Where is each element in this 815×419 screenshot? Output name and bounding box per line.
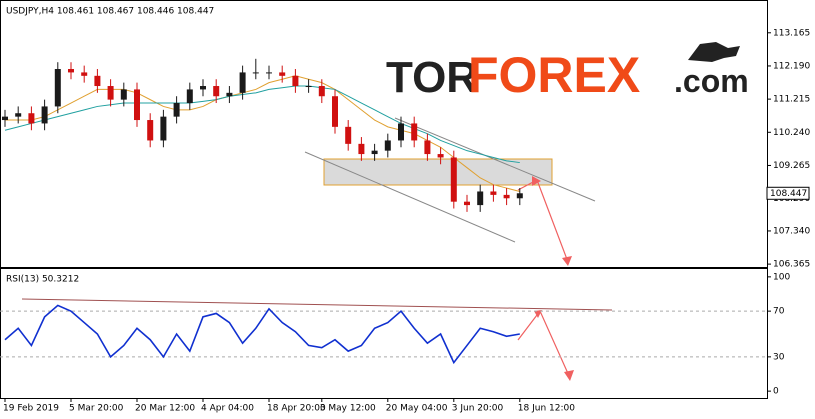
- candle-body: [358, 143, 365, 155]
- candle-body: [384, 140, 391, 151]
- x-tick-label: 5 Mar 20:00: [69, 404, 124, 414]
- forecast-arrow: [517, 309, 571, 379]
- x-tick-label: 20 Mar 12:00: [135, 404, 195, 414]
- candle-body: [332, 96, 338, 127]
- candle-body: [239, 72, 246, 93]
- candle-body: [292, 75, 299, 87]
- candle-body: [120, 89, 127, 100]
- candle-body: [226, 92, 233, 97]
- candle-body: [345, 126, 352, 144]
- arrow-head: [532, 176, 572, 266]
- x-tick-label: 4 Apr 04:00: [201, 404, 254, 414]
- y-tick-label: 100: [773, 272, 790, 282]
- candle-body: [2, 116, 8, 121]
- y-tick-label: 109.265: [773, 161, 810, 171]
- moving-average: [4, 85, 520, 164]
- chart-title: USDJPY,H4 108.461 108.467 108.446 108.44…: [6, 7, 214, 17]
- logo-forex: FOREX: [468, 47, 640, 103]
- channel-line: [304, 151, 516, 243]
- candle-body: [81, 72, 88, 76]
- candle-body: [28, 113, 35, 124]
- logo-com: .com: [674, 63, 749, 99]
- bull-icon: [688, 42, 740, 62]
- candle-body: [490, 191, 497, 195]
- candle-body: [54, 69, 61, 107]
- x-tick-label: 19 Feb 2019: [3, 404, 59, 414]
- candle-body: [213, 86, 220, 97]
- candle-body: [134, 89, 140, 121]
- x-tick-label: 18 Apr 20:00: [267, 404, 326, 414]
- candle-body: [173, 103, 180, 117]
- x-tick-label: 18 Jun 12:00: [518, 404, 575, 414]
- x-tick-label: 3 May 12:00: [320, 404, 376, 414]
- candle-body: [41, 106, 48, 124]
- logo: TOR FOREX .com: [386, 42, 749, 103]
- candle-body: [68, 69, 74, 73]
- y-tick-label: 107.340: [773, 226, 810, 236]
- candle-body: [94, 75, 101, 87]
- candle-body: [318, 86, 325, 97]
- y-tick-label: 70: [773, 307, 785, 317]
- candle-body: [398, 123, 404, 141]
- y-tick-label: 113.165: [773, 28, 810, 38]
- main-frame: [0, 0, 768, 268]
- rsi-trend-line: [21, 298, 613, 311]
- candle-body: [160, 116, 167, 141]
- x-tick-label: 20 May 04:00: [386, 404, 448, 414]
- candle-body: [516, 193, 523, 199]
- candle-body: [464, 201, 470, 206]
- forecast-arrow: [517, 179, 569, 263]
- candle-body: [450, 157, 457, 202]
- y-tick-label: 112.190: [773, 61, 810, 71]
- y-tick-label: 30: [773, 352, 785, 362]
- candle-body: [186, 89, 193, 104]
- candle-body: [279, 72, 286, 76]
- y-tick-label: 111.215: [773, 95, 810, 105]
- candle-body: [424, 140, 431, 155]
- candle-body: [371, 150, 378, 155]
- y-tick-label: 110.240: [773, 128, 810, 138]
- y-tick-label: 0: [773, 387, 779, 397]
- rsi-frame: [0, 268, 768, 399]
- y-tick-label: 106.365: [773, 260, 810, 270]
- candle-body: [266, 72, 272, 74]
- rsi-line: [4, 304, 520, 365]
- channel-line: [394, 117, 596, 202]
- candle-body: [107, 86, 114, 100]
- candle-body: [437, 154, 444, 158]
- moving-average: [5, 75, 520, 192]
- zone: [323, 158, 553, 186]
- candle-body: [15, 113, 22, 117]
- last-price-label: 108.447: [770, 189, 807, 199]
- x-tick-label: 3 Jun 20:00: [452, 404, 504, 414]
- candle-body: [200, 86, 206, 90]
- candle-body: [147, 120, 154, 141]
- candle-body: [477, 191, 484, 206]
- candle-body: [411, 123, 418, 141]
- logo-tor: TOR: [386, 53, 478, 102]
- candle-body: [503, 194, 510, 199]
- last-price-box: [766, 186, 810, 200]
- candle-body: [252, 72, 259, 74]
- rsi-title: RSI(13) 50.3212: [6, 275, 79, 285]
- arrow-head: [534, 310, 574, 381]
- candle-body: [305, 86, 312, 88]
